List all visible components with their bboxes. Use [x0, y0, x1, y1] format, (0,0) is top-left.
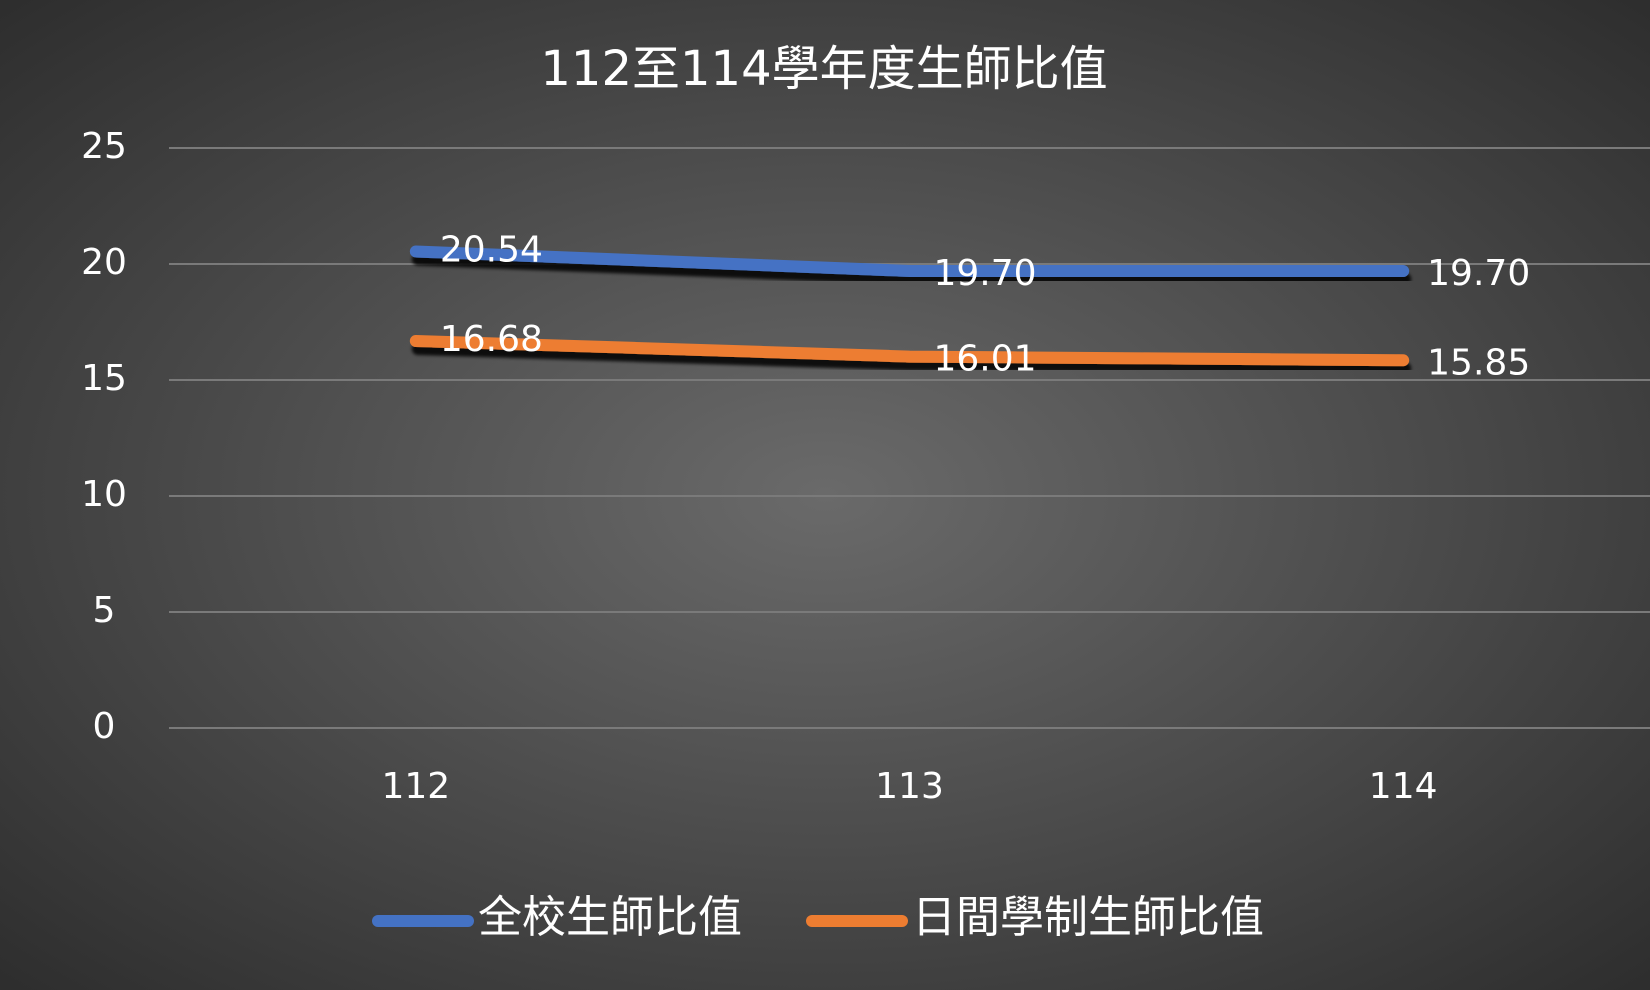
data-label: 15.85: [1427, 342, 1530, 383]
legend-label: 全校生師比值: [478, 892, 742, 943]
y-tick-label: 10: [81, 474, 127, 515]
data-line: [409, 245, 1410, 277]
y-tick-label: 5: [93, 590, 116, 631]
y-tick-label: 25: [81, 126, 127, 167]
y-tick-label: 0: [93, 706, 116, 747]
data-label: 19.70: [934, 253, 1037, 294]
data-line: [409, 335, 1410, 367]
y-tick-label: 20: [81, 242, 127, 283]
y-tick-label: 15: [81, 358, 127, 399]
data-label: 16.68: [440, 319, 543, 360]
x-tick-label: 114: [1369, 766, 1438, 807]
x-tick-label: 112: [381, 766, 450, 807]
x-tick-label: 113: [875, 766, 944, 807]
data-label: 20.54: [440, 229, 543, 270]
data-label: 19.70: [1427, 253, 1530, 294]
legend-label: 日間學制生師比值: [912, 892, 1264, 943]
data-label: 16.01: [934, 339, 1037, 380]
chart-title: 112至114學年度生師比值: [540, 41, 1107, 97]
